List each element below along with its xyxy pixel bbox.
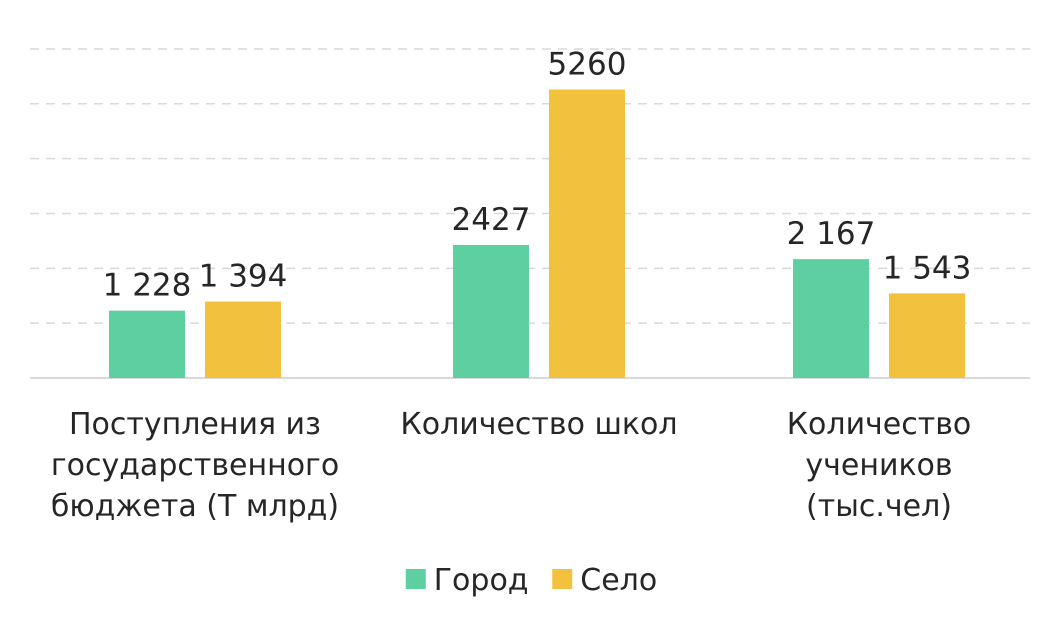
- bar: [453, 244, 529, 378]
- category-label-line: (тыс.чел): [806, 489, 952, 524]
- data-label: 2427: [452, 202, 531, 238]
- data-label: 1 543: [883, 250, 972, 286]
- category-label-line: бюджета (Т млрд): [51, 489, 339, 524]
- gridlines: [30, 48, 1030, 379]
- legend-swatch: [552, 569, 573, 589]
- bar: [109, 310, 185, 378]
- legend-label: Город: [434, 563, 529, 598]
- bar: [793, 259, 869, 378]
- category-labels: Поступления из государственного бюджета (Т…: [51, 407, 971, 524]
- bar: [549, 89, 625, 379]
- bar: [205, 301, 281, 378]
- category-label-line: Поступления из: [69, 407, 321, 442]
- category-label: Поступления из государственного бюджета (Т…: [51, 407, 339, 524]
- category-label-line: Количество: [787, 407, 972, 442]
- category-label: Количество школ: [400, 407, 677, 442]
- bar: [889, 293, 965, 378]
- data-label: 2 167: [787, 216, 876, 252]
- legend-swatch: [405, 569, 426, 589]
- legend: Город Село: [405, 563, 657, 598]
- category-label: Количество учеников (тыс.чел): [787, 407, 972, 524]
- category-label-line: Количество школ: [400, 407, 677, 442]
- data-label: 1 394: [199, 259, 288, 295]
- bars: [109, 89, 965, 379]
- data-label: 1 228: [103, 268, 192, 304]
- data-label: 5260: [548, 47, 627, 83]
- legend-label: Село: [580, 563, 657, 598]
- category-label-line: учеников: [805, 448, 952, 483]
- category-label-line: государственного: [51, 448, 339, 483]
